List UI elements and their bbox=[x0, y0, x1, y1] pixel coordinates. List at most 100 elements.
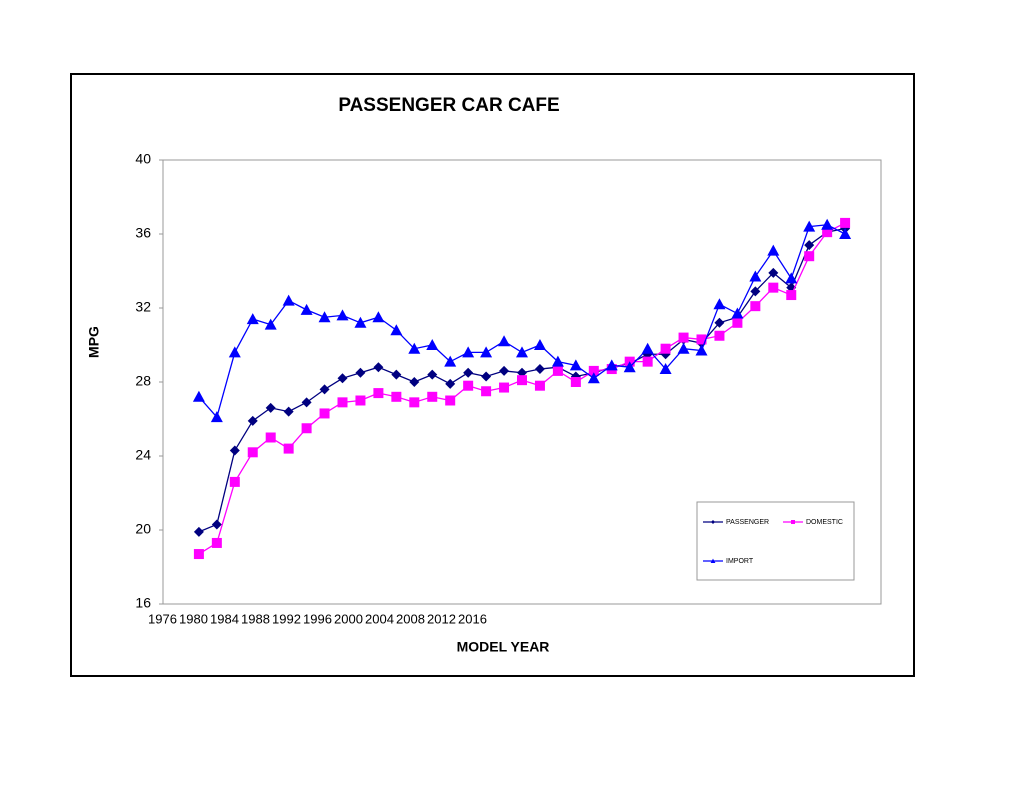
marker bbox=[283, 443, 294, 454]
marker bbox=[229, 445, 240, 456]
marker bbox=[731, 307, 744, 319]
legend: PASSENGER DOMESTIC IMPORT bbox=[696, 501, 855, 581]
marker bbox=[301, 423, 312, 434]
marker bbox=[337, 373, 348, 384]
marker bbox=[785, 272, 798, 284]
marker bbox=[533, 339, 546, 350]
marker bbox=[282, 294, 295, 306]
marker bbox=[355, 367, 366, 378]
marker bbox=[768, 282, 779, 293]
x-tick-label: 1996 bbox=[303, 611, 332, 626]
legend-box bbox=[696, 501, 855, 581]
marker bbox=[318, 311, 331, 323]
marker bbox=[247, 415, 258, 426]
marker bbox=[498, 335, 511, 347]
marker bbox=[713, 298, 726, 310]
marker bbox=[319, 408, 330, 419]
marker bbox=[426, 339, 439, 350]
y-tick-label: 20 bbox=[135, 521, 151, 537]
marker bbox=[480, 346, 493, 358]
marker bbox=[229, 476, 240, 487]
y-axis-label: MPG bbox=[86, 326, 102, 358]
marker bbox=[301, 397, 312, 408]
marker bbox=[749, 270, 762, 282]
marker bbox=[463, 367, 474, 378]
marker bbox=[570, 377, 581, 387]
marker bbox=[444, 355, 457, 367]
marker bbox=[408, 342, 421, 354]
marker bbox=[499, 382, 510, 393]
marker bbox=[283, 406, 294, 417]
marker bbox=[804, 251, 815, 262]
x-axis-label: MODEL YEAR bbox=[457, 639, 550, 655]
marker bbox=[516, 346, 528, 358]
marker bbox=[210, 411, 223, 423]
marker bbox=[265, 432, 276, 443]
marker bbox=[391, 369, 402, 380]
marker bbox=[677, 342, 690, 354]
marker bbox=[534, 364, 545, 375]
marker bbox=[695, 344, 708, 356]
marker bbox=[247, 447, 258, 458]
chart-title: PASSENGER CAR CAFE bbox=[338, 95, 559, 116]
marker bbox=[427, 369, 438, 380]
marker bbox=[192, 390, 205, 402]
y-tick-label: 36 bbox=[135, 225, 151, 241]
marker bbox=[390, 324, 403, 336]
marker bbox=[228, 346, 241, 358]
marker bbox=[750, 286, 761, 297]
y-tick-label: 24 bbox=[135, 447, 151, 463]
marker bbox=[445, 378, 456, 389]
marker bbox=[821, 218, 834, 230]
marker bbox=[481, 371, 492, 382]
x-tick-label: 2012 bbox=[427, 611, 456, 626]
y-tick-label: 16 bbox=[135, 595, 151, 611]
legend-marker bbox=[791, 520, 795, 524]
marker bbox=[623, 361, 636, 373]
legend-label: DOMESTIC bbox=[806, 519, 843, 526]
x-tick-label: 2008 bbox=[396, 611, 425, 626]
marker bbox=[517, 375, 527, 386]
marker bbox=[660, 343, 671, 354]
marker bbox=[587, 372, 600, 384]
marker bbox=[373, 362, 384, 373]
x-tick-label: 1976 bbox=[148, 611, 177, 626]
marker bbox=[804, 240, 815, 251]
marker bbox=[445, 395, 456, 406]
legend-label: IMPORT bbox=[726, 558, 754, 565]
marker bbox=[767, 244, 780, 256]
legend-marker bbox=[711, 520, 715, 524]
marker bbox=[354, 316, 367, 328]
marker bbox=[714, 317, 725, 328]
marker bbox=[786, 290, 797, 301]
marker bbox=[409, 377, 420, 387]
y-tick-label: 28 bbox=[135, 373, 151, 389]
marker bbox=[481, 386, 492, 397]
marker bbox=[714, 330, 725, 341]
marker bbox=[750, 301, 761, 312]
marker bbox=[678, 332, 689, 343]
marker bbox=[569, 359, 582, 371]
marker bbox=[211, 519, 222, 530]
marker bbox=[605, 359, 618, 371]
marker bbox=[462, 346, 475, 358]
marker bbox=[193, 526, 204, 537]
marker bbox=[642, 356, 653, 367]
marker bbox=[840, 217, 851, 228]
marker bbox=[822, 227, 833, 238]
y-tick-label: 32 bbox=[135, 299, 151, 315]
marker bbox=[193, 549, 204, 560]
marker bbox=[641, 342, 654, 354]
x-tick-label: 1992 bbox=[272, 611, 301, 626]
marker bbox=[355, 395, 366, 406]
marker bbox=[337, 397, 348, 408]
x-tick-label: 2016 bbox=[458, 611, 487, 626]
marker bbox=[768, 267, 779, 278]
marker bbox=[463, 380, 474, 391]
x-tick-label: 2000 bbox=[334, 611, 363, 626]
marker bbox=[534, 380, 545, 391]
marker bbox=[588, 365, 599, 376]
marker bbox=[264, 318, 277, 330]
marker bbox=[551, 355, 564, 367]
